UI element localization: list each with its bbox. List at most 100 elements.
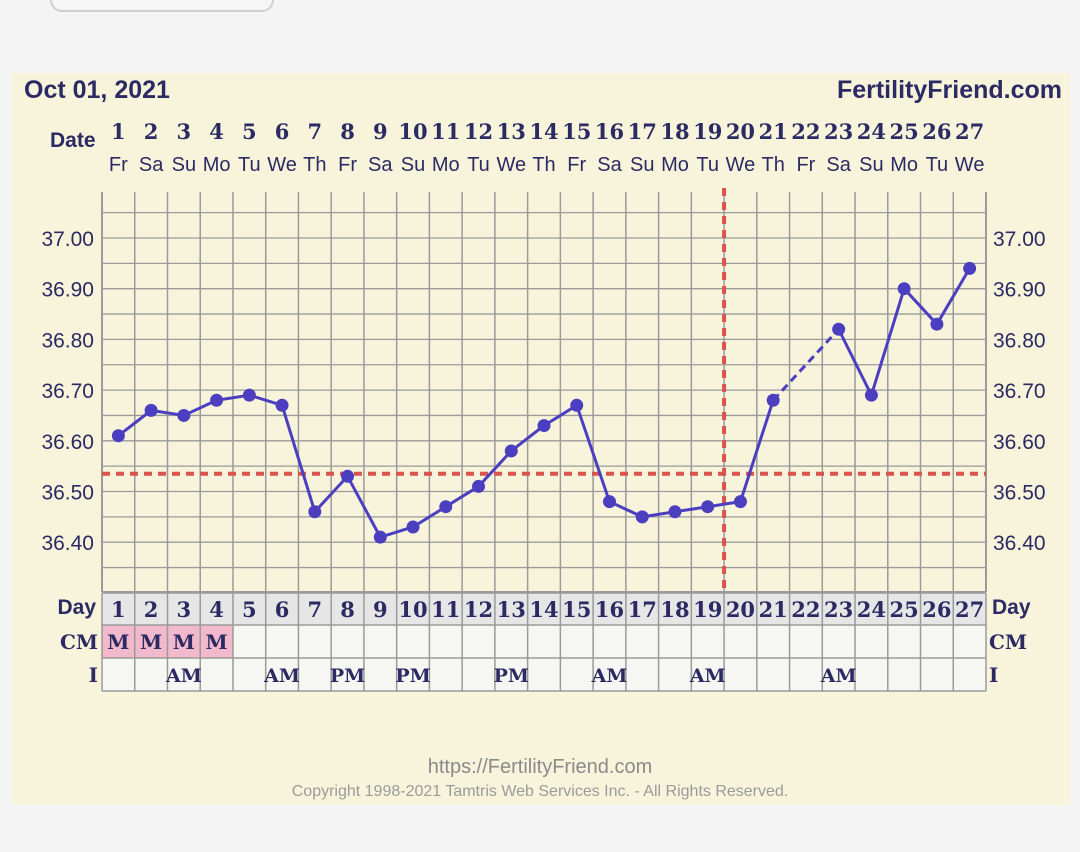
date-weekday: Su <box>630 154 654 176</box>
day-number: 3 <box>177 597 192 622</box>
cm-cell-fill <box>200 625 233 658</box>
date-weekday: Tu <box>696 154 719 176</box>
temp-point <box>668 505 682 519</box>
intercourse-value: AM <box>689 665 726 687</box>
y-tick-label-left: 36.80 <box>41 329 94 352</box>
y-tick-label-right: 36.40 <box>993 532 1046 555</box>
temp-point <box>275 398 289 412</box>
day-row-bg <box>102 593 986 625</box>
intercourse-value: PM <box>330 665 365 687</box>
date-weekday: Sa <box>826 154 851 176</box>
day-row-label-left: Day <box>57 596 96 619</box>
temp-point <box>406 520 420 534</box>
temp-line-segment <box>510 424 545 453</box>
day-number: 16 <box>595 597 624 622</box>
day-number: 13 <box>497 597 526 622</box>
temp-point <box>177 408 191 422</box>
intercourse-value: AM <box>165 665 202 687</box>
date-number: 22 <box>791 119 820 144</box>
intercourse-value: PM <box>494 665 529 687</box>
day-number: 22 <box>791 597 820 622</box>
day-number: 1 <box>111 597 126 622</box>
day-number: 23 <box>824 597 853 622</box>
temp-line-segment <box>313 475 349 513</box>
temp-point <box>897 282 911 296</box>
date-weekday: Th <box>762 154 785 176</box>
day-number: 19 <box>693 597 722 622</box>
temp-point <box>472 479 486 493</box>
day-row-label-right: Day <box>992 596 1031 619</box>
temp-line-segment <box>346 475 382 538</box>
temp-point <box>341 469 355 483</box>
cm-row-label-right: CM <box>989 630 1027 654</box>
temp-point <box>930 317 944 331</box>
y-tick-label-left: 36.50 <box>41 482 94 505</box>
intercourse-value: AM <box>820 665 857 687</box>
day-number: 8 <box>340 597 355 622</box>
y-tick-label-left: 36.40 <box>41 532 94 555</box>
temp-point <box>111 429 125 443</box>
day-number: 6 <box>275 597 290 622</box>
date-weekday: Su <box>401 154 425 176</box>
temp-point <box>439 500 453 514</box>
date-weekday: We <box>955 154 985 176</box>
header-site: FertilityFriend.com <box>837 76 1062 104</box>
day-number: 25 <box>890 597 919 622</box>
day-number: 4 <box>209 597 224 622</box>
intercourse-value: PM <box>395 665 430 687</box>
date-number: 8 <box>340 119 355 144</box>
date-weekday: Mo <box>203 154 231 176</box>
day-number: 5 <box>242 597 257 622</box>
cm-cell-fill <box>167 625 201 658</box>
day-number: 14 <box>529 597 558 622</box>
y-tick-label-right: 37.00 <box>993 228 1046 251</box>
y-tick-label-right: 36.70 <box>993 380 1046 403</box>
temp-point <box>373 530 387 544</box>
temp-point <box>602 495 616 509</box>
temp-point <box>766 393 780 407</box>
temp-point <box>504 444 518 458</box>
day-number: 20 <box>726 597 755 622</box>
date-weekday: Mo <box>890 154 918 176</box>
date-number: 16 <box>595 119 624 144</box>
temp-line-segment <box>837 328 873 396</box>
day-number: 24 <box>857 597 886 622</box>
date-weekday: Fr <box>338 154 357 176</box>
y-tick-label-left: 37.00 <box>41 228 94 251</box>
footer-url-link[interactable]: https://FertilityFriend.com <box>427 756 653 778</box>
date-weekday: Mo <box>432 154 460 176</box>
date-number: 14 <box>529 119 558 144</box>
i-row-label-left: I <box>89 663 98 687</box>
date-weekday: Tu <box>238 154 261 176</box>
cm-cell-fill <box>102 625 135 658</box>
cm-value: M <box>107 630 129 654</box>
temp-line-gap <box>772 328 840 402</box>
date-number: 13 <box>497 119 526 144</box>
date-number: 18 <box>660 119 689 144</box>
date-number: 7 <box>308 119 323 144</box>
temp-line-segment <box>280 404 317 513</box>
temp-point <box>144 403 158 417</box>
date-weekday: Sa <box>139 154 164 176</box>
intercourse-value: AM <box>591 665 628 687</box>
y-tick-label-left: 36.60 <box>41 431 94 454</box>
day-number: 21 <box>759 597 788 622</box>
day-number: 7 <box>308 597 323 622</box>
temp-point <box>635 510 649 524</box>
date-number: 23 <box>824 119 853 144</box>
day-number: 11 <box>431 597 460 622</box>
date-weekday: Sa <box>368 154 393 176</box>
date-weekday: We <box>726 154 756 176</box>
date-number: 11 <box>431 119 460 144</box>
date-number: 1 <box>111 119 126 144</box>
temp-line-segment <box>903 287 938 326</box>
temp-point <box>733 495 747 509</box>
cm-cell-fill <box>134 625 168 658</box>
day-number: 15 <box>562 597 591 622</box>
y-tick-label-left: 36.90 <box>41 279 94 302</box>
temp-point <box>963 261 977 275</box>
day-number: 26 <box>922 597 951 622</box>
y-tick-label-right: 36.90 <box>993 279 1046 302</box>
date-weekday: Su <box>859 154 883 176</box>
